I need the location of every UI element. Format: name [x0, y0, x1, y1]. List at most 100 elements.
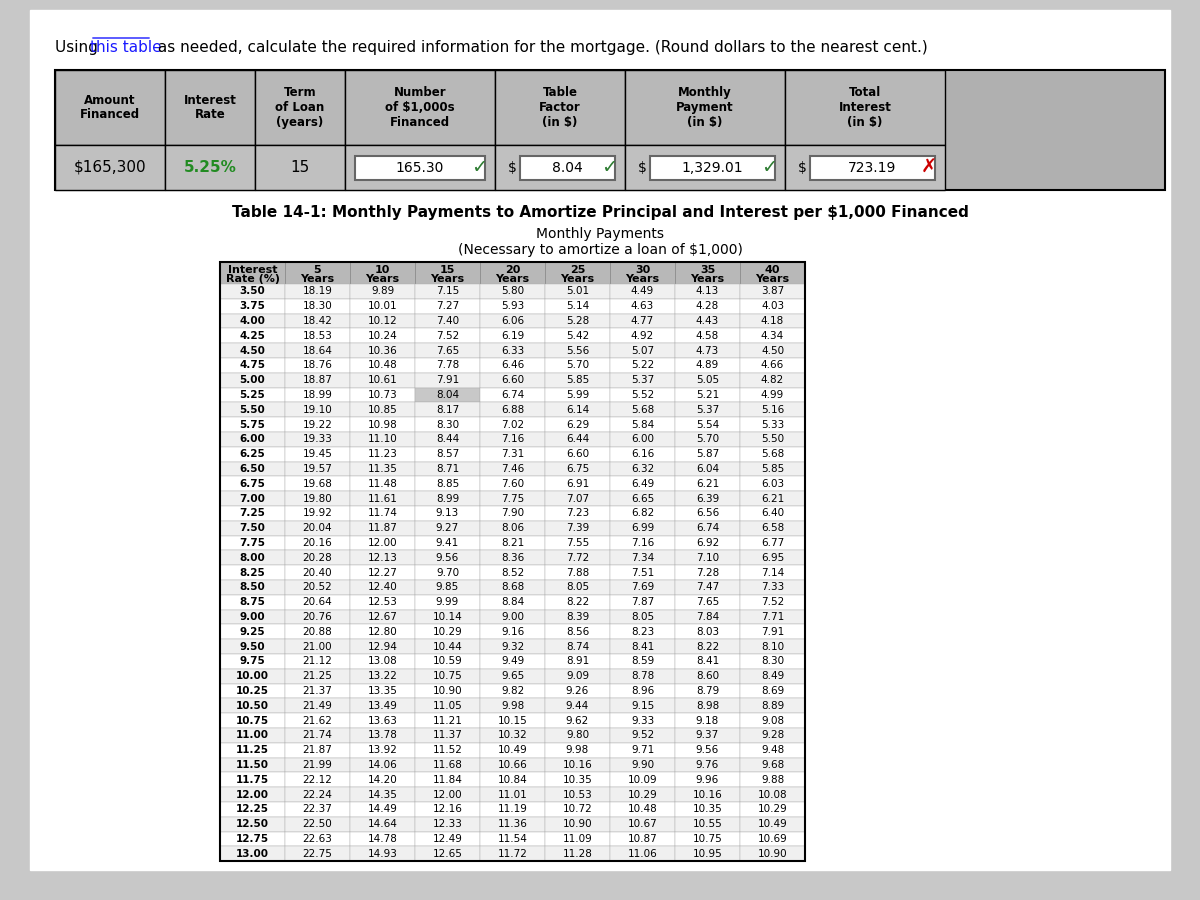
Text: 20: 20: [505, 265, 520, 274]
Text: 12.40: 12.40: [367, 582, 397, 592]
Text: 9.62: 9.62: [566, 716, 589, 725]
Bar: [610, 758, 674, 772]
Text: 20.28: 20.28: [302, 553, 332, 562]
Bar: [415, 476, 480, 491]
Bar: [256, 70, 346, 145]
Text: 8.03: 8.03: [696, 626, 719, 637]
Text: 8.69: 8.69: [761, 686, 784, 696]
Text: 22.37: 22.37: [302, 805, 332, 814]
Bar: [610, 832, 674, 846]
Text: 40: 40: [764, 265, 780, 274]
Bar: [220, 625, 286, 639]
Bar: [480, 713, 545, 728]
Bar: [286, 402, 350, 418]
Text: 4.89: 4.89: [696, 360, 719, 371]
Text: 12.94: 12.94: [367, 642, 397, 652]
Bar: [350, 565, 415, 580]
Bar: [610, 802, 674, 817]
Text: 9.99: 9.99: [436, 598, 460, 608]
Bar: [415, 462, 480, 476]
Bar: [545, 462, 610, 476]
Bar: [350, 313, 415, 328]
Text: 8.17: 8.17: [436, 405, 460, 415]
Bar: [480, 506, 545, 521]
Text: 22.75: 22.75: [302, 849, 332, 859]
Bar: [545, 802, 610, 817]
Text: 8.21: 8.21: [500, 538, 524, 548]
Text: 8.41: 8.41: [696, 656, 719, 666]
Text: 7.52: 7.52: [436, 331, 460, 341]
Text: 7.75: 7.75: [240, 538, 265, 548]
Bar: [350, 262, 415, 284]
Text: 20.16: 20.16: [302, 538, 332, 548]
Text: 9.08: 9.08: [761, 716, 784, 725]
Bar: [480, 432, 545, 446]
Bar: [286, 521, 350, 535]
Bar: [740, 551, 805, 565]
Text: 8.56: 8.56: [566, 626, 589, 637]
Text: 9.76: 9.76: [696, 760, 719, 770]
Bar: [740, 654, 805, 669]
Text: 7.27: 7.27: [436, 302, 460, 311]
Text: 5.33: 5.33: [761, 419, 784, 429]
Bar: [545, 772, 610, 788]
Bar: [740, 491, 805, 506]
Text: 10.32: 10.32: [498, 731, 527, 741]
Text: 14.93: 14.93: [367, 849, 397, 859]
Bar: [480, 491, 545, 506]
Bar: [480, 846, 545, 861]
Text: 6.49: 6.49: [631, 479, 654, 489]
Bar: [480, 788, 545, 802]
Text: 11.37: 11.37: [432, 731, 462, 741]
Text: 9.49: 9.49: [500, 656, 524, 666]
Text: 13.63: 13.63: [367, 716, 397, 725]
Bar: [350, 402, 415, 418]
Bar: [740, 284, 805, 299]
Bar: [286, 565, 350, 580]
Bar: [545, 595, 610, 609]
Text: 7.40: 7.40: [436, 316, 460, 326]
Text: 11.23: 11.23: [367, 449, 397, 459]
Bar: [480, 802, 545, 817]
Text: 11.74: 11.74: [367, 508, 397, 518]
Bar: [674, 551, 740, 565]
Text: 12.16: 12.16: [432, 805, 462, 814]
Text: 13.92: 13.92: [367, 745, 397, 755]
Text: 9.18: 9.18: [696, 716, 719, 725]
Text: 11.48: 11.48: [367, 479, 397, 489]
Bar: [256, 145, 346, 190]
Bar: [740, 846, 805, 861]
Bar: [610, 551, 674, 565]
Bar: [625, 70, 785, 145]
Text: 10.29: 10.29: [628, 789, 658, 799]
Bar: [674, 299, 740, 313]
Text: 9.13: 9.13: [436, 508, 460, 518]
Text: 7.47: 7.47: [696, 582, 719, 592]
Bar: [740, 817, 805, 832]
Bar: [674, 846, 740, 861]
Text: 4.49: 4.49: [631, 286, 654, 296]
Text: 9.70: 9.70: [436, 568, 460, 578]
Text: 6.58: 6.58: [761, 523, 784, 533]
Text: 8.52: 8.52: [500, 568, 524, 578]
Bar: [480, 742, 545, 758]
Text: 4.25: 4.25: [240, 331, 265, 341]
Bar: [286, 728, 350, 742]
Text: 10.87: 10.87: [628, 834, 658, 844]
Text: 10.53: 10.53: [563, 789, 593, 799]
Text: 8.41: 8.41: [631, 642, 654, 652]
Text: 7.51: 7.51: [631, 568, 654, 578]
Text: 9.16: 9.16: [500, 626, 524, 637]
Bar: [545, 580, 610, 595]
Bar: [286, 625, 350, 639]
Bar: [545, 713, 610, 728]
Text: 8.71: 8.71: [436, 464, 460, 474]
Text: 6.21: 6.21: [761, 493, 784, 504]
Bar: [415, 521, 480, 535]
Text: 21.12: 21.12: [302, 656, 332, 666]
Text: 12.80: 12.80: [367, 626, 397, 637]
Text: 21.00: 21.00: [302, 642, 332, 652]
Bar: [610, 713, 674, 728]
Text: 8.74: 8.74: [566, 642, 589, 652]
Text: Years: Years: [756, 274, 790, 284]
